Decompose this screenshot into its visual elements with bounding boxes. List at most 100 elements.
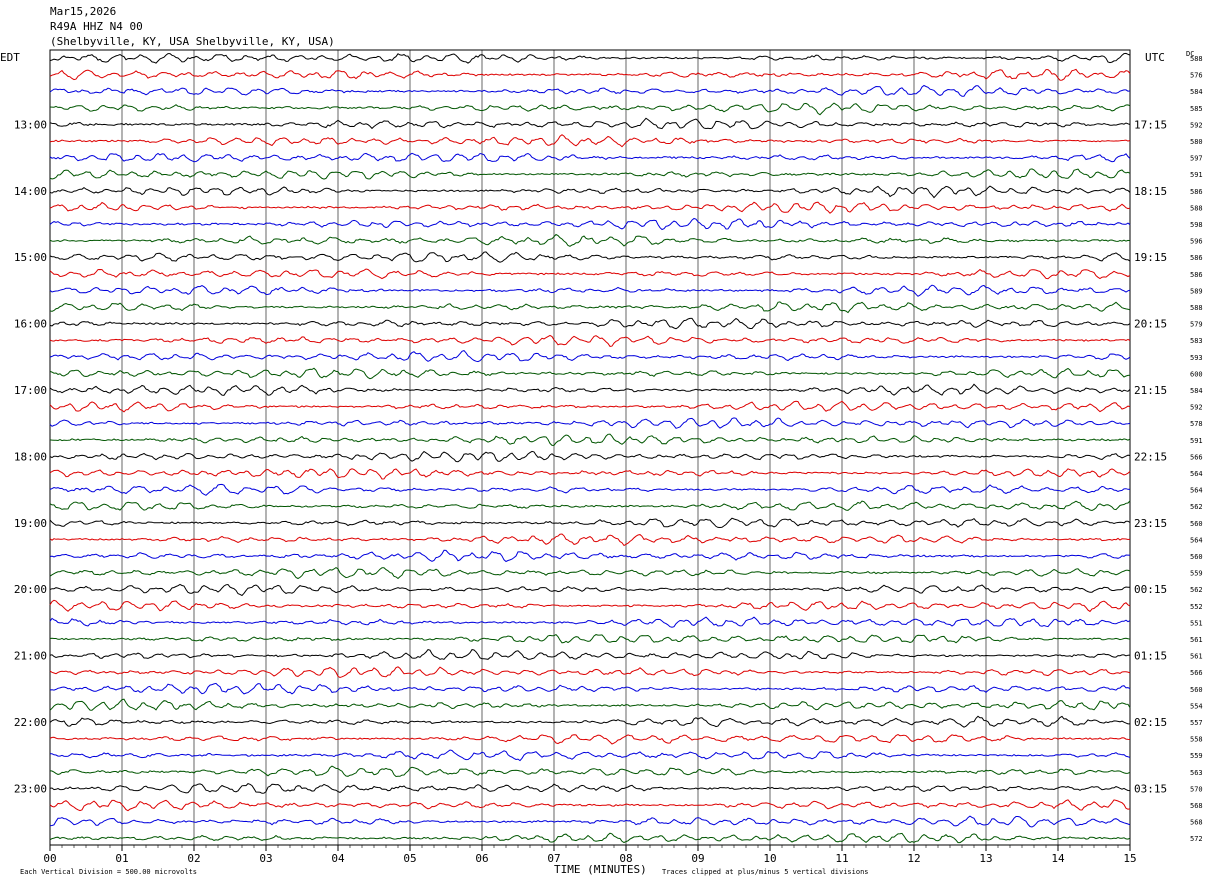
dc-offset-label: 558 [1190,736,1203,744]
right-hour-label: 18:15 [1134,185,1167,198]
trace-line [49,450,1131,463]
trace-line [49,666,1131,679]
trace-line [49,233,1131,247]
trace-line [49,301,1131,314]
dc-offset-label: 559 [1190,752,1203,760]
trace-line [49,483,1131,496]
dc-offset-label: 561 [1190,636,1203,644]
trace-line [49,185,1131,199]
left-hour-label: 13:00 [14,118,47,131]
trace-line [49,734,1131,745]
trace-line [49,134,1131,148]
dc-offset-label: 562 [1190,586,1203,594]
dc-offset-label: 564 [1190,470,1203,478]
trace-line [49,400,1131,413]
dc-offset-label: 563 [1190,769,1203,777]
x-tick-label: 04 [331,852,345,865]
left-hour-label: 19:00 [14,517,47,530]
dc-offset-label: 597 [1190,155,1203,163]
trace-line [49,102,1131,116]
trace-line [49,649,1131,660]
dc-offset-label: 560 [1190,520,1203,528]
trace-line [49,517,1131,529]
trace-line [49,52,1131,64]
left-hour-label: 16:00 [14,318,47,331]
trace-line [49,633,1131,644]
dc-offset-label: 551 [1190,619,1203,627]
footer-scale-note: Each Vertical Division = 500.00 microvol… [20,868,197,876]
x-tick-label: 10 [763,852,776,865]
trace-line [49,367,1131,380]
trace-line [49,500,1131,512]
trace-line [49,117,1131,130]
dc-offset-label: 586 [1190,188,1203,196]
dc-offset-label: 561 [1190,653,1203,661]
right-hour-label: 00:15 [1134,583,1167,596]
dc-offset-label: 568 [1190,802,1203,810]
dc-offset-label: 579 [1190,321,1203,329]
seismic-traces [49,52,1131,844]
dc-offset-label: 568 [1190,819,1203,827]
dc-offset-label: 598 [1190,221,1203,229]
dc-offset-label: 592 [1190,121,1203,129]
trace-line [49,715,1130,728]
chart-date: Mar15,2026 [50,5,116,18]
x-tick-label: 00 [43,852,56,865]
trace-line [49,251,1131,263]
x-tick-label: 14 [1051,852,1065,865]
right-hour-label: 20:15 [1134,318,1167,331]
right-timezone-label: UTC [1145,51,1165,64]
left-hour-label: 17:00 [14,384,47,397]
trace-line [49,168,1131,180]
dc-offset-label: 584 [1190,387,1203,395]
dc-offset-label: 560 [1190,553,1203,561]
dc-offset-label: 591 [1190,171,1203,179]
x-tick-label: 13 [979,852,992,865]
dc-offset-label: 586 [1190,271,1203,279]
dc-offset-label: 576 [1190,72,1203,80]
dc-offset-label: 588 [1190,55,1203,63]
trace-line [49,783,1131,794]
dc-offset-label: 578 [1190,420,1203,428]
x-tick-label: 12 [907,852,920,865]
dc-offset-label: 585 [1190,105,1203,113]
right-hour-label: 02:15 [1134,716,1167,729]
left-hour-label: 15:00 [14,251,47,264]
trace-line [49,152,1131,163]
left-hour-label: 22:00 [14,716,47,729]
trace-line [49,383,1131,396]
trace-line [49,68,1131,81]
left-hour-label: 21:00 [14,650,47,663]
dc-offset-label: 592 [1190,404,1203,412]
trace-line [49,317,1131,330]
plot-frame [49,49,1131,846]
dc-offset-label: 589 [1190,287,1203,295]
trace-line [49,468,1131,480]
left-hour-label: 18:00 [14,450,47,463]
dc-offset-label: 600 [1190,370,1203,378]
trace-line [49,583,1131,597]
x-tick-label: 02 [187,852,200,865]
x-tick-label: 07 [547,852,560,865]
dc-offset-label: 588 [1190,204,1203,212]
dc-offset-label: 562 [1190,503,1203,511]
trace-line [49,84,1131,97]
dc-offset-label: 586 [1190,254,1203,262]
dc-offset-label: 564 [1190,487,1203,495]
trace-line [49,765,1131,778]
trace-line [50,749,1131,762]
right-hour-label: 01:15 [1134,650,1167,663]
dc-offset-label: 554 [1190,702,1203,710]
dc-offset-label: 570 [1190,785,1203,793]
trace-line [49,616,1131,628]
station-location: (Shelbyville, KY, USA Shelbyville, KY, U… [50,35,335,48]
x-tick-label: 11 [835,852,848,865]
dc-offset-label: 560 [1190,686,1203,694]
dc-offset-label: 584 [1190,88,1203,96]
trace-line [49,682,1131,695]
dc-offset-label: 588 [1190,304,1203,312]
x-tick-label: 15 [1123,852,1136,865]
dc-offset-label: 559 [1190,570,1203,578]
trace-line [49,433,1131,446]
